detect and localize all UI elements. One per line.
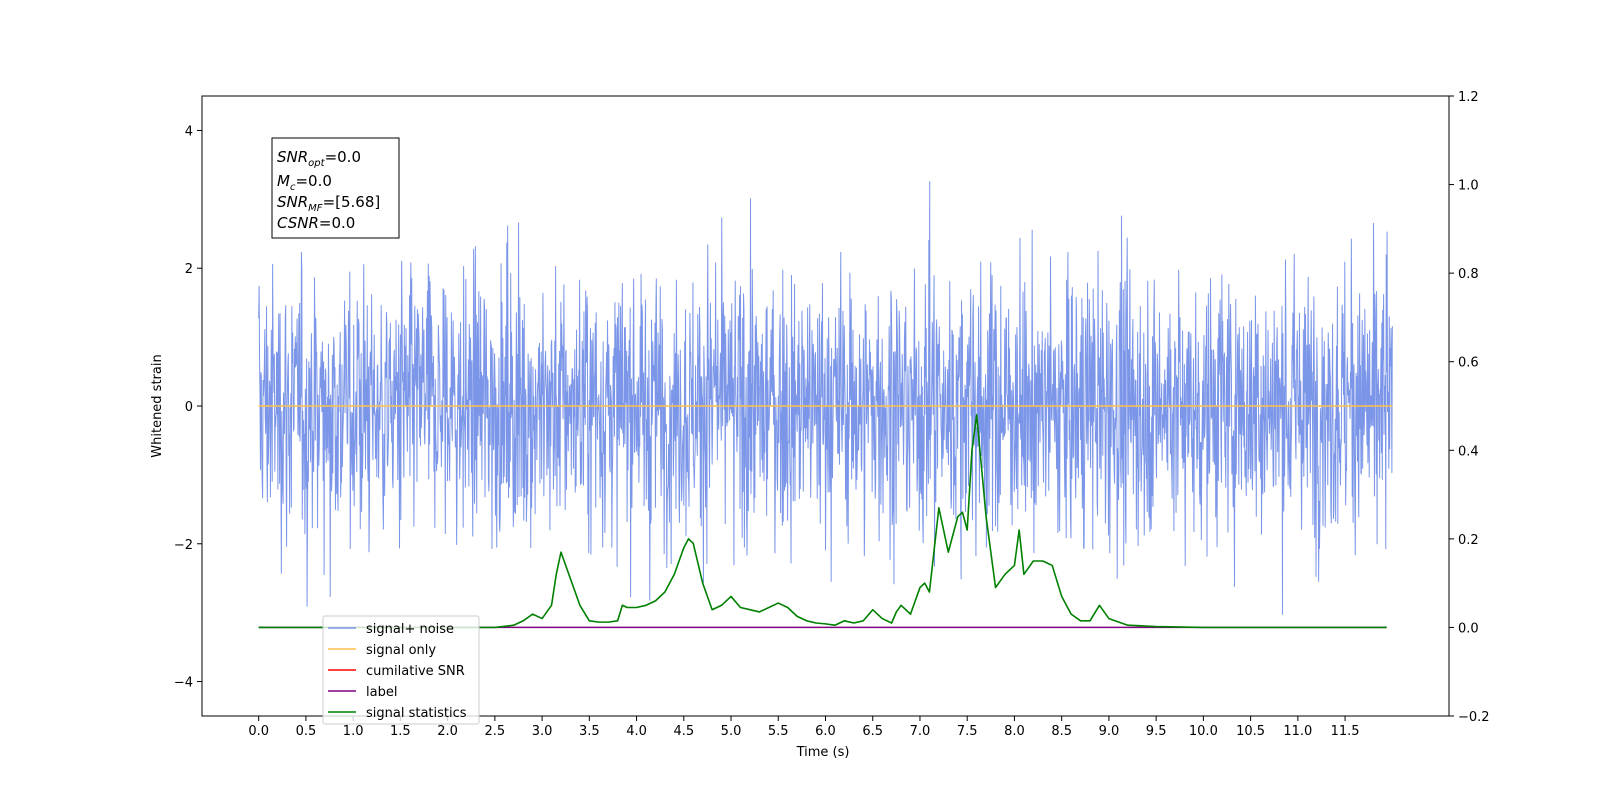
- y-right-tick-label: 0.0: [1458, 621, 1479, 636]
- y-right-tick-label: 1.0: [1458, 179, 1479, 194]
- y-left-tick-label: 0: [185, 400, 193, 415]
- x-tick-label: 10.0: [1189, 724, 1218, 739]
- annotation-snr-opt: SNRopt=0.0: [277, 148, 361, 169]
- y-right-tick-label: 0.4: [1458, 444, 1479, 459]
- x-tick-label: 11.5: [1331, 724, 1360, 739]
- y-right-tick-label: 0.2: [1458, 533, 1479, 548]
- y-right-tick-label: −0.2: [1458, 710, 1490, 725]
- x-tick-label: 1.5: [390, 724, 411, 739]
- legend-label: signal+ noise: [366, 622, 454, 637]
- x-tick-label: 9.0: [1099, 724, 1120, 739]
- x-tick-label: 3.0: [532, 724, 553, 739]
- y-left-tick-label: −2: [174, 538, 193, 553]
- y-axis-label: Whitened strain: [150, 354, 165, 457]
- x-tick-label: 5.5: [768, 724, 789, 739]
- x-tick-label: 6.0: [815, 724, 836, 739]
- x-tick-label: 8.0: [1004, 724, 1025, 739]
- legend-label: signal statistics: [366, 706, 467, 721]
- x-tick-label: 0.0: [248, 724, 269, 739]
- x-axis-label: Time (s): [796, 745, 850, 760]
- x-tick-label: 1.0: [343, 724, 364, 739]
- x-tick-label: 11.0: [1283, 724, 1312, 739]
- annotation-mc: Mc=0.0: [277, 172, 332, 193]
- annotation-csnr: CSNR=0.0: [277, 214, 355, 232]
- y-axis-right: 1.2 1.0 0.8 0.6 0.4 0.2 0.0 −0.2: [1449, 90, 1490, 725]
- series-signal-statistics: [258, 414, 1387, 629]
- x-tick-label: 2.5: [485, 724, 506, 739]
- x-tick-label: 3.5: [579, 724, 600, 739]
- y-axis-left: 4 2 0 −2 −4: [174, 124, 202, 691]
- x-tick-label: 7.0: [910, 724, 931, 739]
- y-left-tick-label: −4: [174, 676, 193, 691]
- annotation-snr-mf: SNRMF=[5.68]: [277, 193, 380, 214]
- y-right-tick-label: 0.8: [1458, 267, 1479, 282]
- x-tick-label: 7.5: [957, 724, 978, 739]
- x-tick-label: 10.5: [1236, 724, 1265, 739]
- x-tick-label: 8.5: [1051, 724, 1072, 739]
- legend-label: cumilative SNR: [366, 664, 465, 679]
- y-left-tick-label: 2: [185, 262, 193, 277]
- x-tick-label: 6.5: [862, 724, 883, 739]
- x-tick-label: 0.5: [296, 724, 317, 739]
- x-tick-label: 9.5: [1146, 724, 1167, 739]
- annotation-box: SNRopt=0.0 Mc=0.0 SNRMF=[5.68] CSNR=0.0: [271, 137, 400, 239]
- legend-label: signal only: [366, 643, 436, 658]
- x-axis: 0.0 0.5 1.0 1.5 2.0 2.5 3.0 3.5 4.0 4.5 5.0 5.5 6.0 6…: [248, 716, 1360, 739]
- legend: signal+ noise signal only cumilative SNR la…: [322, 615, 480, 725]
- series-signal-noise: [258, 181, 1393, 615]
- y-right-tick-label: 1.2: [1458, 90, 1479, 105]
- x-tick-label: 2.0: [437, 724, 458, 739]
- x-tick-label: 4.0: [626, 724, 647, 739]
- x-tick-label: 5.0: [721, 724, 742, 739]
- y-right-tick-label: 0.6: [1458, 356, 1479, 371]
- legend-label: label: [366, 685, 397, 700]
- y-left-tick-label: 4: [185, 124, 193, 139]
- x-tick-label: 4.5: [673, 724, 694, 739]
